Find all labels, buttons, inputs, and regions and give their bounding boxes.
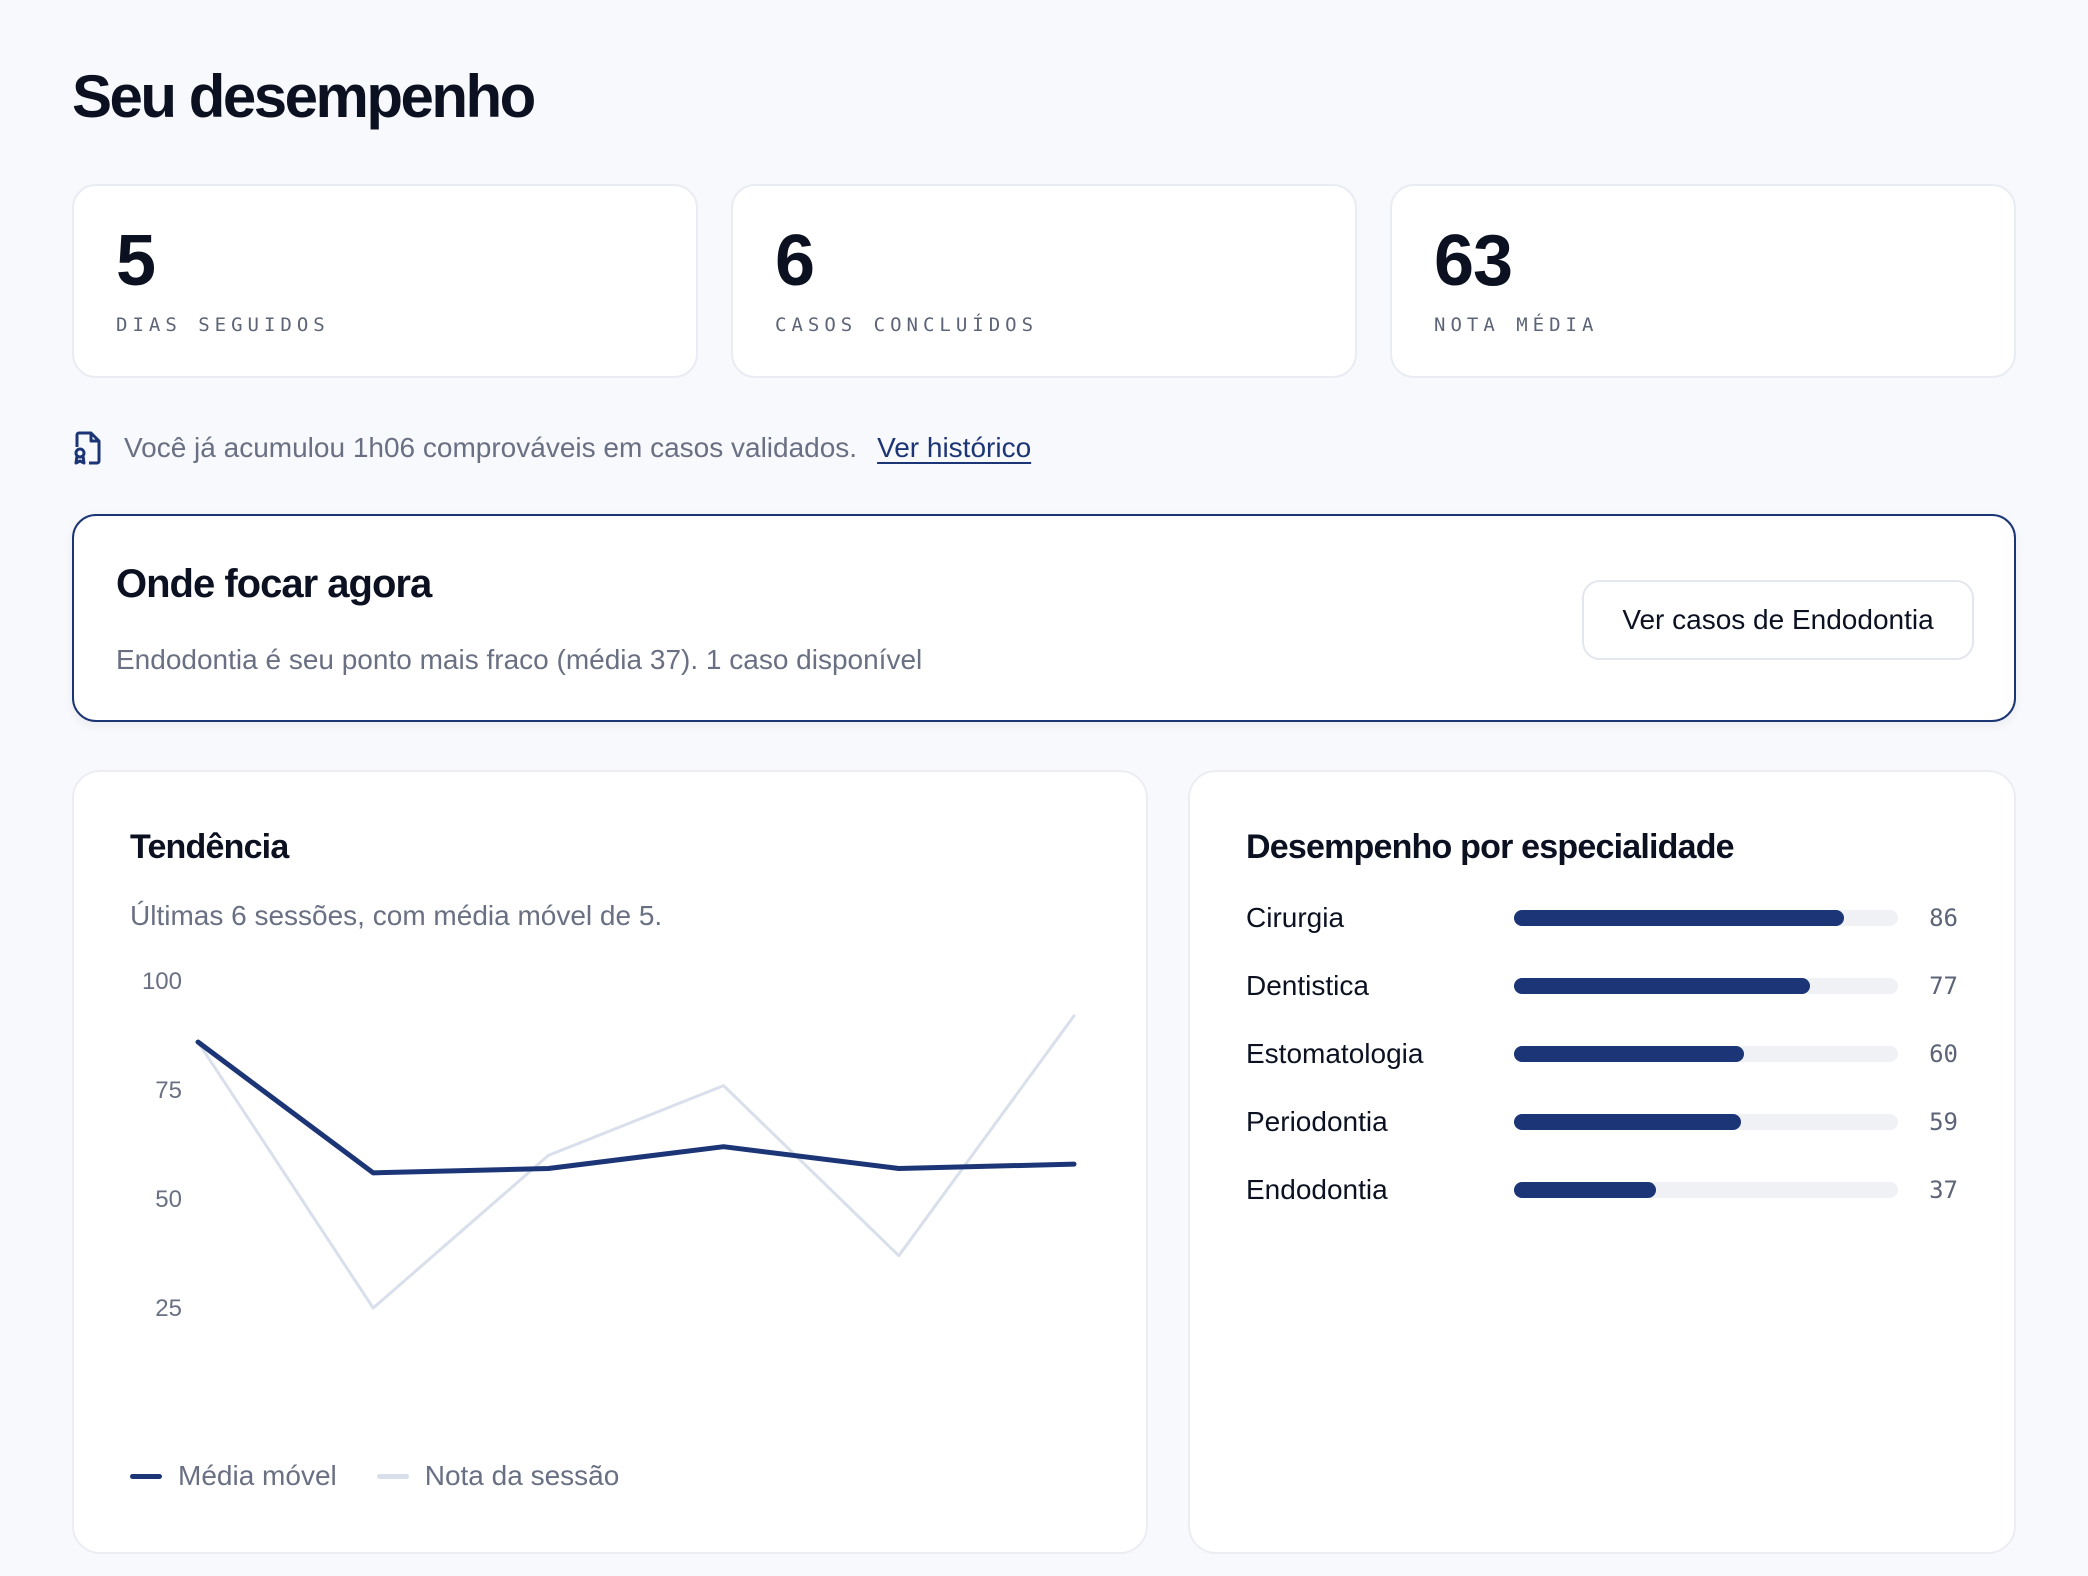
specialty-panel: Desempenho por especialidade Cirurgia 86…	[1188, 770, 2016, 1554]
specialty-name: Cirurgia	[1246, 902, 1345, 933]
y-tick-label: 25	[155, 1295, 182, 1322]
legend-item-moving-average: Média móvel	[130, 1460, 337, 1492]
specialty-bar-fill	[1514, 1046, 1745, 1062]
trend-chart: 100 75 50 25	[142, 968, 1077, 1322]
specialty-row: Periodontia 59	[1246, 1102, 1958, 1142]
stat-card-streak: 5 DIAS SEGUIDOS	[72, 184, 698, 378]
hours-info: Você já acumulou 1h06 comprováveis em ca…	[72, 428, 1031, 468]
specialty-bar-track	[1514, 910, 1898, 926]
stat-value: 5	[116, 221, 156, 301]
y-tick-label: 100	[142, 968, 182, 995]
y-tick-label: 75	[155, 1077, 182, 1104]
specialty-name: Periodontia	[1246, 1106, 1388, 1137]
stat-label: NOTA MÉDIA	[1434, 314, 1599, 336]
stat-value: 63	[1434, 221, 1513, 301]
specialty-row: Estomatologia 60	[1246, 1034, 1958, 1074]
specialty-bar-track	[1514, 1182, 1898, 1198]
specialty-bar-fill	[1514, 978, 1810, 994]
stat-card-completed-cases: 6 CASOS CONCLUÍDOS	[731, 184, 1357, 378]
specialty-row: Endodontia 37	[1246, 1170, 1958, 1210]
y-tick-label: 50	[155, 1186, 182, 1213]
hours-info-text: Você já acumulou 1h06 comprováveis em ca…	[124, 432, 858, 463]
specialty-row: Cirurgia 86	[1246, 898, 1958, 938]
specialty-title: Desempenho por especialidade	[1246, 828, 1735, 866]
trend-panel: Tendência Últimas 6 sessões, com média m…	[72, 770, 1148, 1554]
legend-swatch	[130, 1473, 162, 1479]
specialty-score: 77	[1929, 972, 1958, 1000]
specialty-bar-track	[1514, 978, 1898, 994]
file-certificate-icon	[72, 431, 102, 465]
trend-subtitle: Últimas 6 sessões, com média móvel de 5.	[130, 900, 663, 931]
chart-legend: Média móvel Nota da sessão	[130, 1460, 659, 1492]
moving-average-line	[195, 1039, 1077, 1176]
view-endodontia-cases-button[interactable]: Ver casos de Endodontia	[1582, 580, 1974, 660]
specialty-name: Dentistica	[1246, 970, 1369, 1001]
specialty-name: Estomatologia	[1246, 1038, 1424, 1069]
specialty-bar-track	[1514, 1114, 1898, 1130]
legend-label: Média móvel	[178, 1460, 337, 1491]
stat-label: DIAS SEGUIDOS	[116, 314, 330, 336]
focus-description: Endodontia é seu ponto mais fraco (média…	[116, 644, 923, 675]
specialty-name: Endodontia	[1246, 1174, 1388, 1205]
stat-label: CASOS CONCLUÍDOS	[775, 314, 1039, 336]
specialty-score: 60	[1929, 1040, 1958, 1068]
trend-title: Tendência	[130, 828, 289, 866]
page-title: Seu desempenho	[72, 63, 536, 130]
specialty-score: 86	[1929, 904, 1958, 932]
session-grade-line	[196, 1014, 1076, 1310]
focus-card: Onde focar agora Endodontia é seu ponto …	[72, 514, 2016, 722]
legend-label: Nota da sessão	[424, 1460, 620, 1491]
specialty-row: Dentistica 77	[1246, 966, 1958, 1006]
specialty-bar-fill	[1514, 910, 1845, 926]
specialty-score: 37	[1929, 1176, 1958, 1204]
stat-value: 6	[775, 221, 815, 301]
specialty-score: 59	[1929, 1108, 1958, 1136]
legend-swatch	[376, 1473, 409, 1479]
focus-title: Onde focar agora	[116, 562, 432, 606]
legend-item-session-grade: Nota da sessão	[376, 1460, 620, 1492]
stat-card-average-grade: 63 NOTA MÉDIA	[1390, 184, 2016, 378]
specialty-bar-track	[1514, 1046, 1898, 1062]
specialty-bar-fill	[1514, 1114, 1741, 1130]
specialty-bar-fill	[1514, 1182, 1657, 1198]
view-history-link[interactable]: Ver histórico	[877, 432, 1032, 463]
